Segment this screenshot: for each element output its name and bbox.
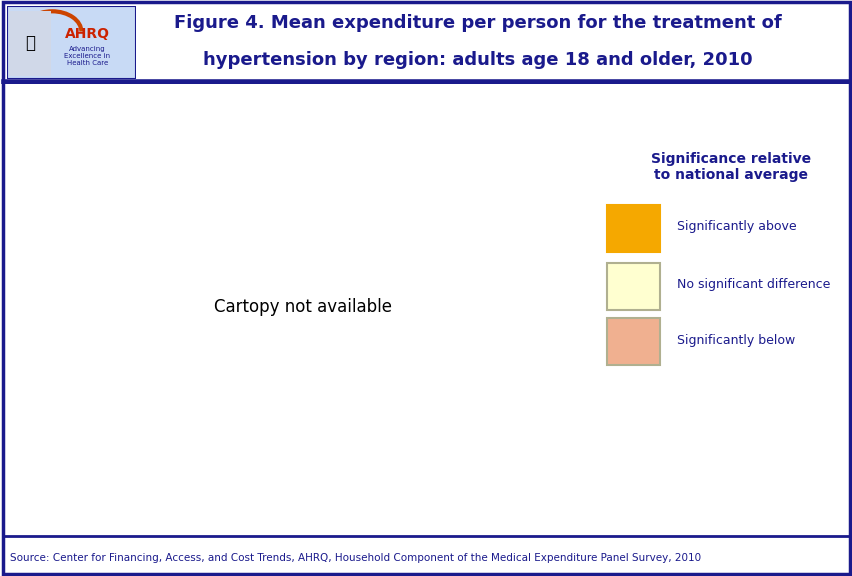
Text: hypertension by region: adults age 18 and older, 2010: hypertension by region: adults age 18 an… [203, 51, 751, 69]
Text: Advancing
Excellence in
Health Care: Advancing Excellence in Health Care [64, 46, 110, 66]
FancyBboxPatch shape [7, 6, 136, 79]
FancyBboxPatch shape [606, 263, 659, 310]
Text: Significantly above: Significantly above [676, 220, 796, 233]
FancyBboxPatch shape [9, 11, 51, 76]
Text: No significant difference: No significant difference [676, 278, 830, 291]
FancyBboxPatch shape [606, 204, 659, 252]
Text: Source: Center for Financing, Access, and Cost Trends, AHRQ, Household Component: Source: Center for Financing, Access, an… [10, 553, 700, 563]
Text: Cartopy not available: Cartopy not available [214, 298, 391, 316]
Text: 🦅: 🦅 [25, 33, 35, 52]
Text: Significantly below: Significantly below [676, 334, 795, 347]
Text: Significance relative
to national average: Significance relative to national averag… [650, 152, 810, 182]
Text: AHRQ: AHRQ [65, 26, 110, 41]
FancyBboxPatch shape [606, 318, 659, 365]
Text: Figure 4. Mean expenditure per person for the treatment of: Figure 4. Mean expenditure per person fo… [174, 14, 780, 32]
